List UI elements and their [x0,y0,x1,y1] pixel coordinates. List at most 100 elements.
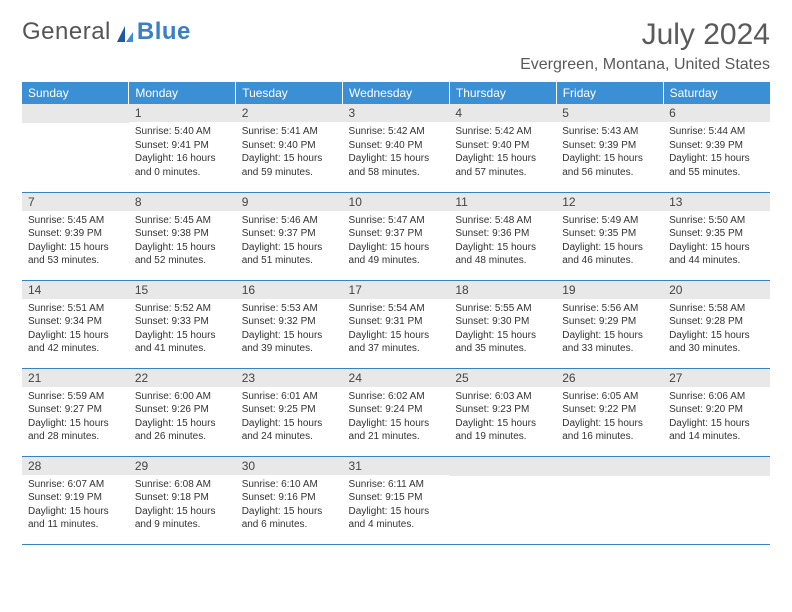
sunset-line: Sunset: 9:16 PM [242,491,337,505]
brand-logo: General Blue [22,18,191,46]
day-number: 5 [556,104,663,122]
sunset-line: Sunset: 9:28 PM [669,315,764,329]
sunset-line: Sunset: 9:40 PM [455,139,550,153]
calendar-day-cell: 10Sunrise: 5:47 AMSunset: 9:37 PMDayligh… [343,192,450,280]
weekday-header: Tuesday [236,82,343,104]
daylight-line: Daylight: 15 hours and 42 minutes. [28,329,123,356]
day-number-empty [663,457,770,476]
sunrise-line: Sunrise: 5:55 AM [455,302,550,316]
day-details: Sunrise: 5:58 AMSunset: 9:28 PMDaylight:… [663,299,770,359]
calendar-table: SundayMondayTuesdayWednesdayThursdayFrid… [22,82,770,545]
calendar-week-row: 1Sunrise: 5:40 AMSunset: 9:41 PMDaylight… [22,104,770,192]
daylight-line: Daylight: 15 hours and 6 minutes. [242,505,337,532]
day-details: Sunrise: 5:51 AMSunset: 9:34 PMDaylight:… [22,299,129,359]
calendar-day-cell: 30Sunrise: 6:10 AMSunset: 9:16 PMDayligh… [236,456,343,544]
calendar-week-row: 14Sunrise: 5:51 AMSunset: 9:34 PMDayligh… [22,280,770,368]
weekday-header: Friday [556,82,663,104]
weekday-header: Thursday [449,82,556,104]
day-details: Sunrise: 5:45 AMSunset: 9:39 PMDaylight:… [22,211,129,271]
sunrise-line: Sunrise: 5:42 AM [455,125,550,139]
daylight-line: Daylight: 15 hours and 41 minutes. [135,329,230,356]
day-details: Sunrise: 6:08 AMSunset: 9:18 PMDaylight:… [129,475,236,535]
daylight-line: Daylight: 15 hours and 49 minutes. [349,241,444,268]
sunrise-line: Sunrise: 5:49 AM [562,214,657,228]
sunrise-line: Sunrise: 6:08 AM [135,478,230,492]
sunrise-line: Sunrise: 6:02 AM [349,390,444,404]
sunset-line: Sunset: 9:39 PM [28,227,123,241]
daylight-line: Daylight: 15 hours and 53 minutes. [28,241,123,268]
daylight-line: Daylight: 15 hours and 37 minutes. [349,329,444,356]
calendar-day-cell: 28Sunrise: 6:07 AMSunset: 9:19 PMDayligh… [22,456,129,544]
day-details: Sunrise: 5:45 AMSunset: 9:38 PMDaylight:… [129,211,236,271]
sunset-line: Sunset: 9:35 PM [562,227,657,241]
day-details: Sunrise: 6:11 AMSunset: 9:15 PMDaylight:… [343,475,450,535]
day-number: 16 [236,281,343,299]
calendar-day-cell: 5Sunrise: 5:43 AMSunset: 9:39 PMDaylight… [556,104,663,192]
sunset-line: Sunset: 9:20 PM [669,403,764,417]
day-number: 6 [663,104,770,122]
day-details: Sunrise: 6:01 AMSunset: 9:25 PMDaylight:… [236,387,343,447]
sunset-line: Sunset: 9:27 PM [28,403,123,417]
day-number: 26 [556,369,663,387]
calendar-day-cell: 26 Sunrise: 6:05 AMSunset: 9:22 PMDayligh… [556,368,663,456]
sunset-line: Sunset: 9:19 PM [28,491,123,505]
day-number: 9 [236,193,343,211]
day-details: Sunrise: 5:47 AMSunset: 9:37 PMDaylight:… [343,211,450,271]
day-number: 1 [129,104,236,122]
daylight-line: Daylight: 15 hours and 16 minutes. [562,417,657,444]
sunset-line: Sunset: 9:40 PM [242,139,337,153]
sunrise-line: Sunrise: 6:00 AM [135,390,230,404]
sunrise-line: Sunrise: 5:51 AM [28,302,123,316]
day-details: Sunrise: 5:48 AMSunset: 9:36 PMDaylight:… [449,211,556,271]
daylight-line: Daylight: 15 hours and 55 minutes. [669,152,764,179]
daylight-line: Daylight: 16 hours and 0 minutes. [135,152,230,179]
daylight-line: Daylight: 15 hours and 14 minutes. [669,417,764,444]
sunrise-line: Sunrise: 5:46 AM [242,214,337,228]
sunrise-line: Sunrise: 6:11 AM [349,478,444,492]
weekday-header: Monday [129,82,236,104]
day-number: 7 [22,193,129,211]
sunset-line: Sunset: 9:39 PM [562,139,657,153]
calendar-day-cell: 24Sunrise: 6:02 AMSunset: 9:24 PMDayligh… [343,368,450,456]
sunset-line: Sunset: 9:22 PM [562,403,657,417]
calendar-day-cell: 31Sunrise: 6:11 AMSunset: 9:15 PMDayligh… [343,456,450,544]
day-details: Sunrise: 5:53 AMSunset: 9:32 PMDaylight:… [236,299,343,359]
calendar-day-cell: 12Sunrise: 5:49 AMSunset: 9:35 PMDayligh… [556,192,663,280]
day-details: Sunrise: 5:46 AMSunset: 9:37 PMDaylight:… [236,211,343,271]
sunset-line: Sunset: 9:38 PM [135,227,230,241]
sunrise-line: Sunrise: 5:41 AM [242,125,337,139]
calendar-header-row: SundayMondayTuesdayWednesdayThursdayFrid… [22,82,770,104]
calendar-day-cell [556,456,663,544]
daylight-line: Daylight: 15 hours and 59 minutes. [242,152,337,179]
day-number: 23 [236,369,343,387]
calendar-day-cell: 3Sunrise: 5:42 AMSunset: 9:40 PMDaylight… [343,104,450,192]
day-number: 27 [663,369,770,387]
month-title: July 2024 [520,18,770,52]
day-number: 4 [449,104,556,122]
day-details: Sunrise: 5:43 AMSunset: 9:39 PMDaylight:… [556,122,663,182]
weekday-header: Saturday [663,82,770,104]
day-details: Sunrise: 5:41 AMSunset: 9:40 PMDaylight:… [236,122,343,182]
day-details: Sunrise: 5:50 AMSunset: 9:35 PMDaylight:… [663,211,770,271]
daylight-line: Daylight: 15 hours and 19 minutes. [455,417,550,444]
sunrise-line: Sunrise: 5:59 AM [28,390,123,404]
calendar-day-cell [22,104,129,192]
calendar-day-cell: 6Sunrise: 5:44 AMSunset: 9:39 PMDaylight… [663,104,770,192]
calendar-week-row: 7Sunrise: 5:45 AMSunset: 9:39 PMDaylight… [22,192,770,280]
day-details: Sunrise: 5:52 AMSunset: 9:33 PMDaylight:… [129,299,236,359]
sunrise-line: Sunrise: 6:05 AM [562,390,657,404]
day-number: 15 [129,281,236,299]
day-number: 12 [556,193,663,211]
day-number: 29 [129,457,236,475]
sunrise-line: Sunrise: 5:45 AM [135,214,230,228]
sunset-line: Sunset: 9:36 PM [455,227,550,241]
sunrise-line: Sunrise: 5:48 AM [455,214,550,228]
day-number: 13 [663,193,770,211]
day-number-empty [22,104,129,123]
sunset-line: Sunset: 9:37 PM [349,227,444,241]
sunrise-line: Sunrise: 5:45 AM [28,214,123,228]
day-details: Sunrise: 5:40 AMSunset: 9:41 PMDaylight:… [129,122,236,182]
calendar-day-cell: 15Sunrise: 5:52 AMSunset: 9:33 PMDayligh… [129,280,236,368]
sunset-line: Sunset: 9:15 PM [349,491,444,505]
day-number-empty [449,457,556,476]
